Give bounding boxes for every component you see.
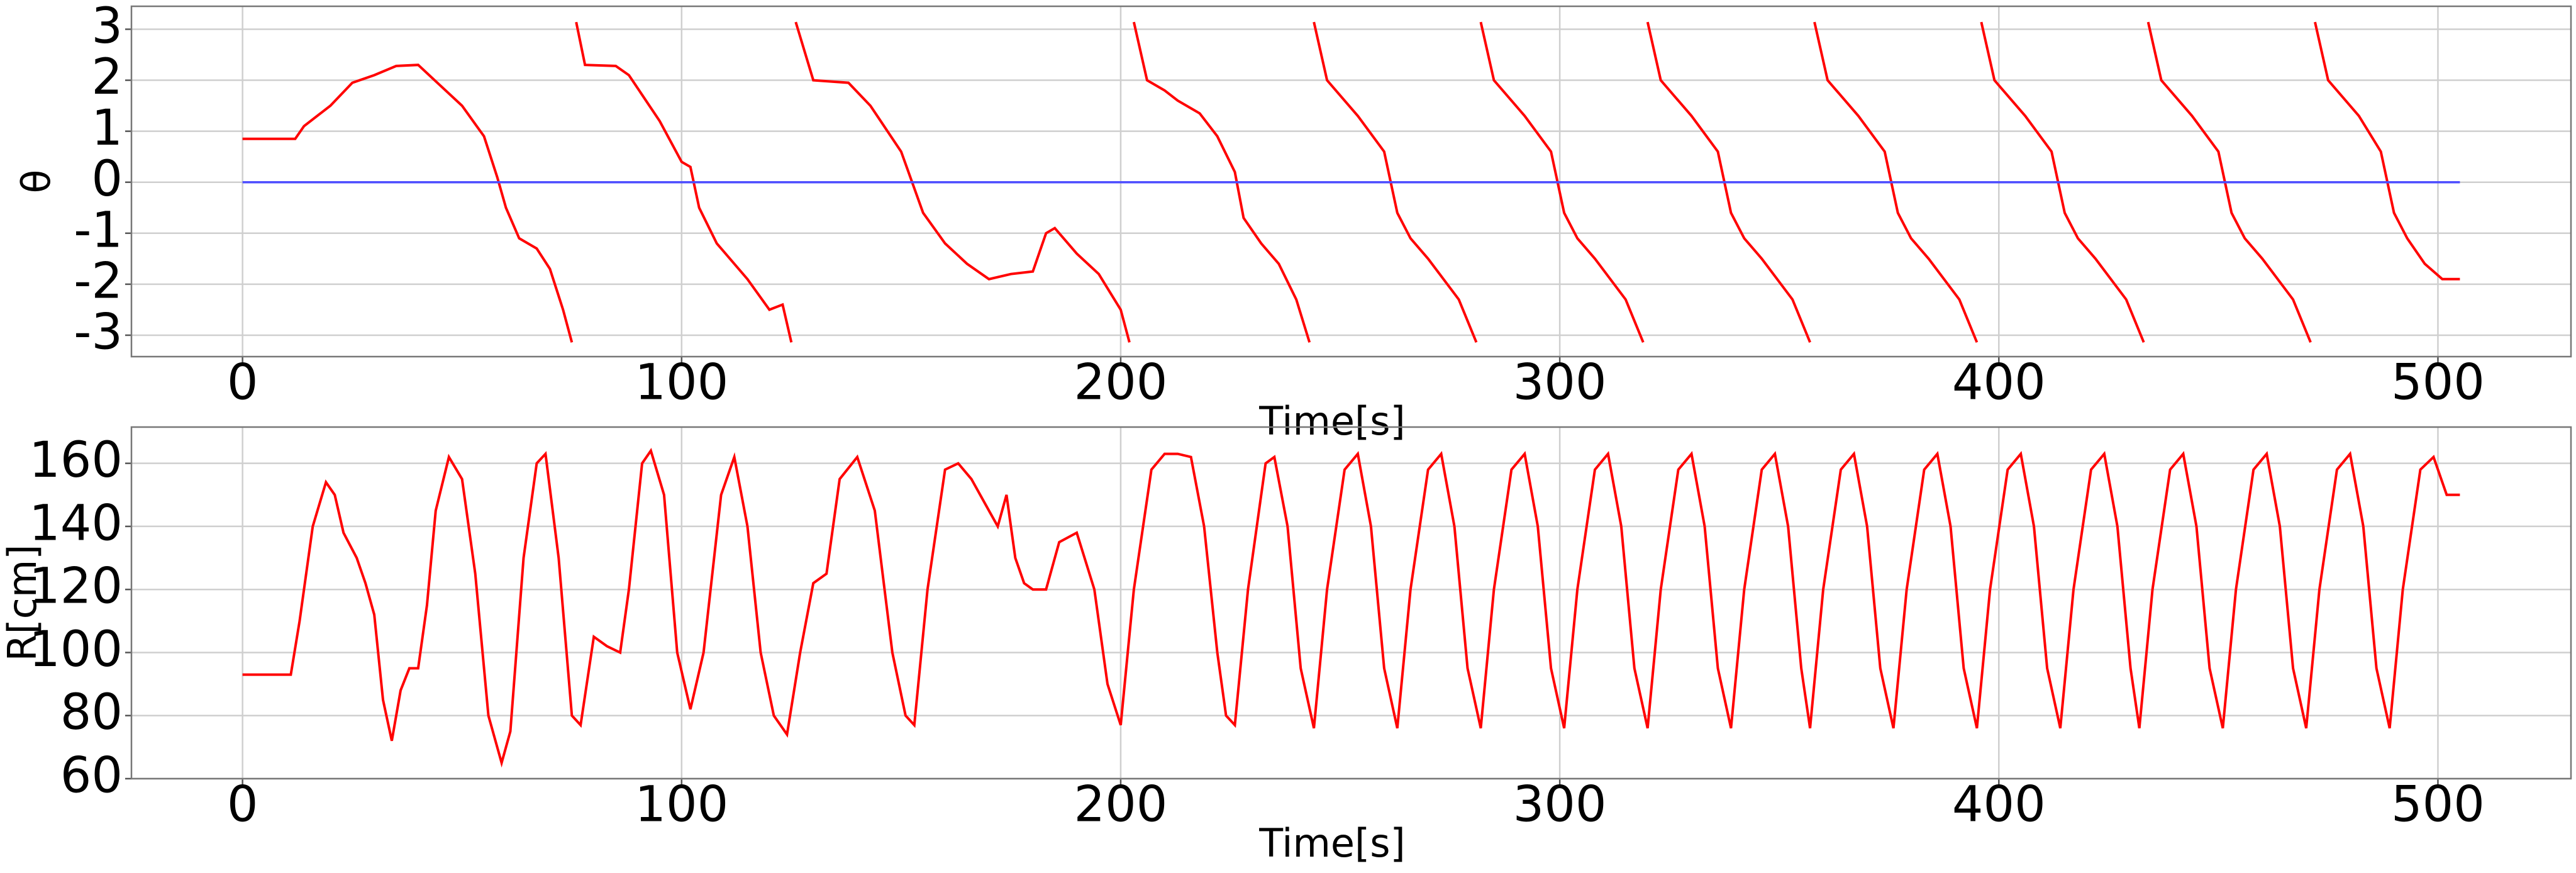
x-tick-label: 500: [2391, 354, 2485, 411]
y-tick-label: 1: [91, 100, 123, 157]
y-tick-label: 2: [91, 49, 123, 106]
y-tick-label: 120: [29, 559, 123, 615]
x-axis-label: Time[s]: [1258, 398, 1405, 444]
y-tick-label: 160: [29, 432, 123, 489]
x-tick-label: 100: [635, 354, 728, 411]
data-line: [242, 21, 2460, 343]
y-tick-label: -3: [74, 304, 123, 360]
y-axis-label: R[cm]: [0, 545, 45, 662]
x-axis-label: Time[s]: [1258, 820, 1405, 866]
y-tick-label: -1: [74, 202, 123, 259]
y-tick-label: 80: [60, 684, 123, 741]
x-tick-label: 400: [1952, 776, 2046, 833]
y-tick-label: 100: [29, 621, 123, 678]
y-axis-label: θ: [13, 170, 59, 194]
plot-frame: [130, 426, 2572, 780]
x-tick-label: 400: [1952, 354, 2046, 411]
x-tick-label: 200: [1074, 354, 1168, 411]
x-tick-label: 0: [227, 776, 258, 833]
x-tick-label: 300: [1513, 354, 1607, 411]
x-tick-label: 0: [227, 354, 258, 411]
plot-frame: [130, 5, 2572, 358]
x-tick-label: 500: [2391, 776, 2485, 833]
y-tick-label: 140: [29, 495, 123, 552]
y-tick-label: 60: [60, 747, 123, 804]
x-tick-label: 100: [635, 776, 728, 833]
x-tick-label: 200: [1074, 776, 1168, 833]
x-tick-label: 300: [1513, 776, 1607, 833]
data-line: [242, 448, 2460, 768]
y-tick-label: -2: [74, 253, 123, 309]
y-tick-label: 3: [91, 0, 123, 55]
y-tick-label: 0: [91, 151, 123, 208]
